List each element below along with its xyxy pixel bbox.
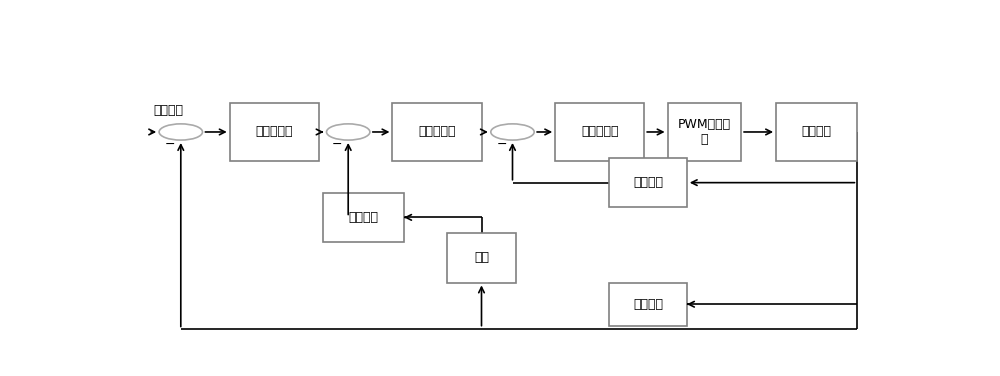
Text: 伺服电机: 伺服电机 [802,126,832,138]
Bar [230,103,319,161]
Text: −: − [332,138,343,151]
Text: 微分: 微分 [474,252,489,264]
Text: 电流环控制: 电流环控制 [581,126,618,138]
Text: −: − [496,138,507,151]
Bar [609,158,687,207]
Bar [323,193,404,242]
Bar [447,233,516,282]
Text: PWM驱动装
置: PWM驱动装 置 [678,118,731,146]
Text: 目标位置: 目标位置 [153,104,183,117]
Text: 位置反馈: 位置反馈 [633,298,663,311]
Bar [392,103,482,161]
Bar [668,103,741,161]
Text: 速度反馈: 速度反馈 [348,211,378,224]
Text: 位置环控制: 位置环控制 [255,126,293,138]
Text: −: − [165,138,175,151]
Text: 电流反馈: 电流反馈 [633,176,663,189]
Bar [776,103,857,161]
Bar [555,103,644,161]
Bar [609,282,687,326]
Text: 速度环控制: 速度环控制 [418,126,456,138]
